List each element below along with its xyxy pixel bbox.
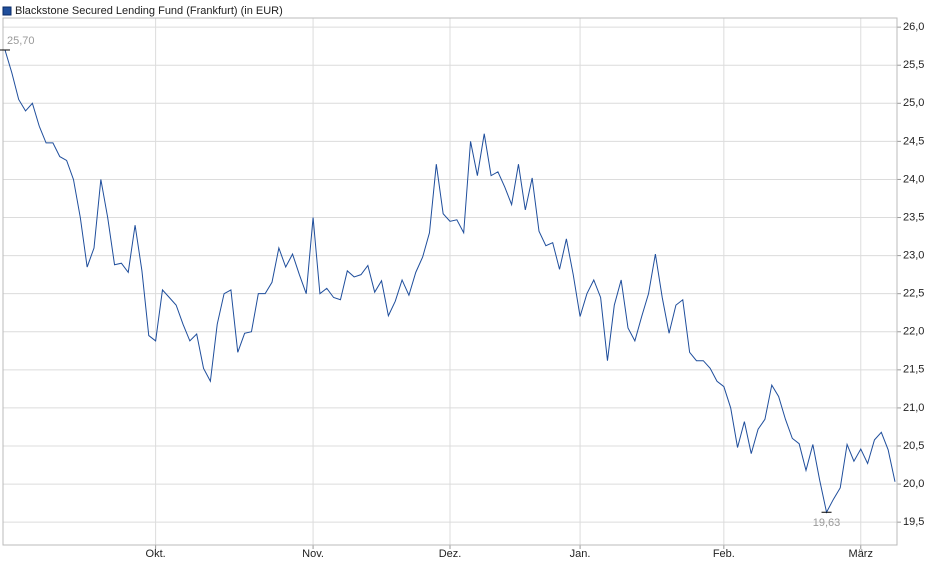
x-tick-label: März [849, 548, 873, 560]
plot-frame [2, 17, 898, 546]
data-label: 25,70 [7, 35, 35, 47]
legend-label: Blackstone Secured Lending Fund (Frankfu… [15, 5, 283, 17]
y-tick-label: 26,0 [903, 21, 924, 33]
y-tick-label: 22,0 [903, 326, 924, 338]
y-tick-label: 22,5 [903, 288, 924, 300]
x-tick-label: Dez. [439, 548, 462, 560]
y-tick-label: 25,0 [903, 97, 924, 109]
x-tick-label: Nov. [302, 548, 324, 560]
y-tick-label: 24,5 [903, 135, 924, 147]
y-tick-label: 21,5 [903, 364, 924, 376]
y-tick-label: 24,0 [903, 173, 924, 185]
y-tick-label: 19,5 [903, 516, 924, 528]
x-tick-label: Jan. [570, 548, 591, 560]
y-tick-label: 25,5 [903, 59, 924, 71]
y-tick-label: 20,5 [903, 440, 924, 452]
x-tick-label: Okt. [146, 548, 166, 560]
line [4, 49, 896, 514]
y-tick-label: 21,0 [903, 402, 924, 414]
data-label: 19,63 [813, 517, 841, 529]
y-tick-label: 20,0 [903, 478, 924, 490]
y-tick-label: 23,5 [903, 211, 924, 223]
legend-swatch [2, 6, 12, 16]
x-tick-label: Feb. [713, 548, 735, 560]
y-tick-label: 23,0 [903, 250, 924, 262]
